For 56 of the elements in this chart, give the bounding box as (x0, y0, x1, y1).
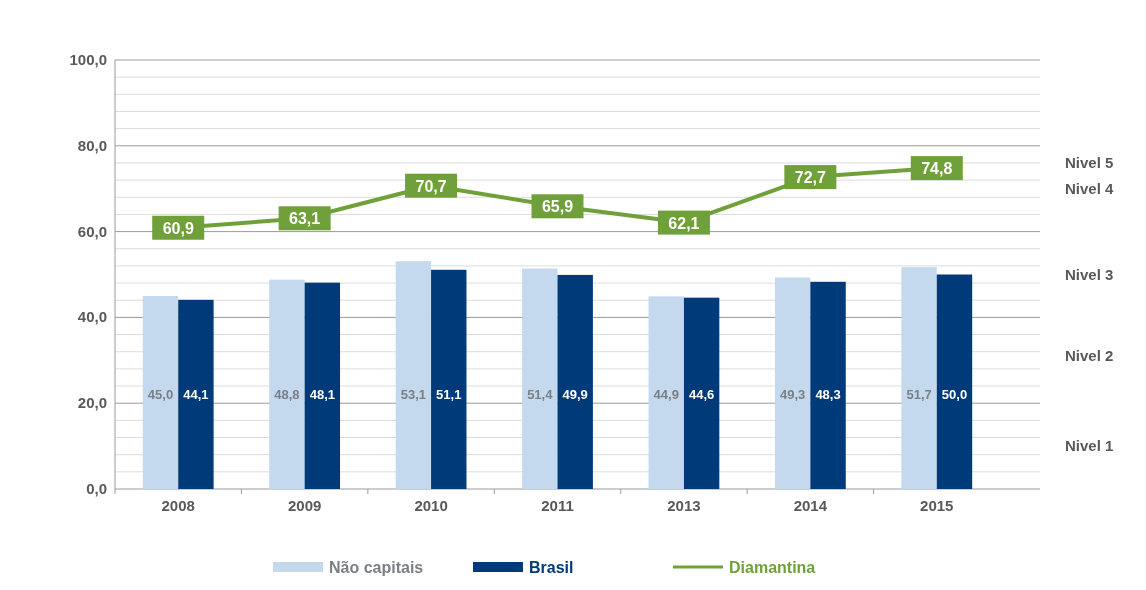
bar (648, 296, 684, 489)
data-label: 44,6 (688, 387, 715, 403)
text: Nivel 4 (1065, 179, 1115, 197)
y-tick-label: 20,0 (77, 394, 107, 412)
bar (810, 281, 846, 489)
bar (557, 274, 593, 489)
data-label: 70,7 (415, 177, 447, 195)
bar (395, 261, 432, 489)
bar (269, 279, 305, 489)
bar (142, 295, 179, 489)
data-label: 53,1 (400, 387, 427, 403)
data-label: 48,8 (274, 387, 300, 403)
text: Nivel 2 (1065, 347, 1114, 365)
data-label: 63,1 (289, 210, 321, 228)
data-label: 60,9 (162, 219, 194, 237)
legend-label: Brasil (529, 559, 574, 576)
bar (683, 297, 720, 489)
x-tick-label: 2015 (920, 497, 954, 514)
x-tick-label: 2009 (287, 497, 322, 514)
data-label: 49,3 (780, 387, 806, 403)
data-label: 51,1 (436, 387, 462, 403)
x-tick-label: 2011 (541, 497, 574, 514)
x-tick-label: 2013 (667, 497, 701, 514)
data-label: 45,0 (147, 387, 174, 403)
data-label: 51,7 (906, 387, 932, 403)
bar (774, 277, 811, 489)
bar (522, 268, 558, 489)
bar (178, 299, 214, 489)
data-label: 65,9 (541, 198, 574, 216)
text: Nivel 1 (1065, 437, 1114, 455)
text: Nivel 3 (1065, 265, 1114, 283)
x-tick-label: 2008 (161, 497, 195, 514)
data-label: 74,8 (921, 160, 953, 178)
data-label: 62,1 (668, 214, 700, 232)
legend-label: Não capitais (329, 559, 424, 576)
x-tick-label: 2010 (414, 497, 448, 514)
data-label: 44,1 (183, 387, 209, 403)
data-label: 51,4 (527, 387, 554, 403)
y-tick-label: 0,0 (86, 480, 107, 497)
bar (936, 274, 973, 489)
data-label: 49,9 (562, 387, 588, 403)
y-tick-label: 60,0 (77, 222, 107, 240)
text: Nivel 5 (1065, 153, 1114, 171)
bar (901, 267, 937, 489)
x-tick-label: 2014 (793, 497, 828, 514)
legend-label: Diamantina (729, 559, 816, 576)
data-label: 72,7 (794, 169, 827, 187)
bar (431, 269, 467, 489)
y-tick-label: 100,0 (69, 51, 107, 68)
data-label: 48,3 (815, 387, 841, 403)
data-label: 50,0 (941, 387, 968, 403)
bar (304, 282, 341, 489)
y-tick-label: 80,0 (77, 136, 107, 154)
data-label: 48,1 (309, 387, 335, 403)
y-tick-label: 40,0 (77, 308, 107, 326)
data-label: 44,9 (653, 387, 679, 403)
